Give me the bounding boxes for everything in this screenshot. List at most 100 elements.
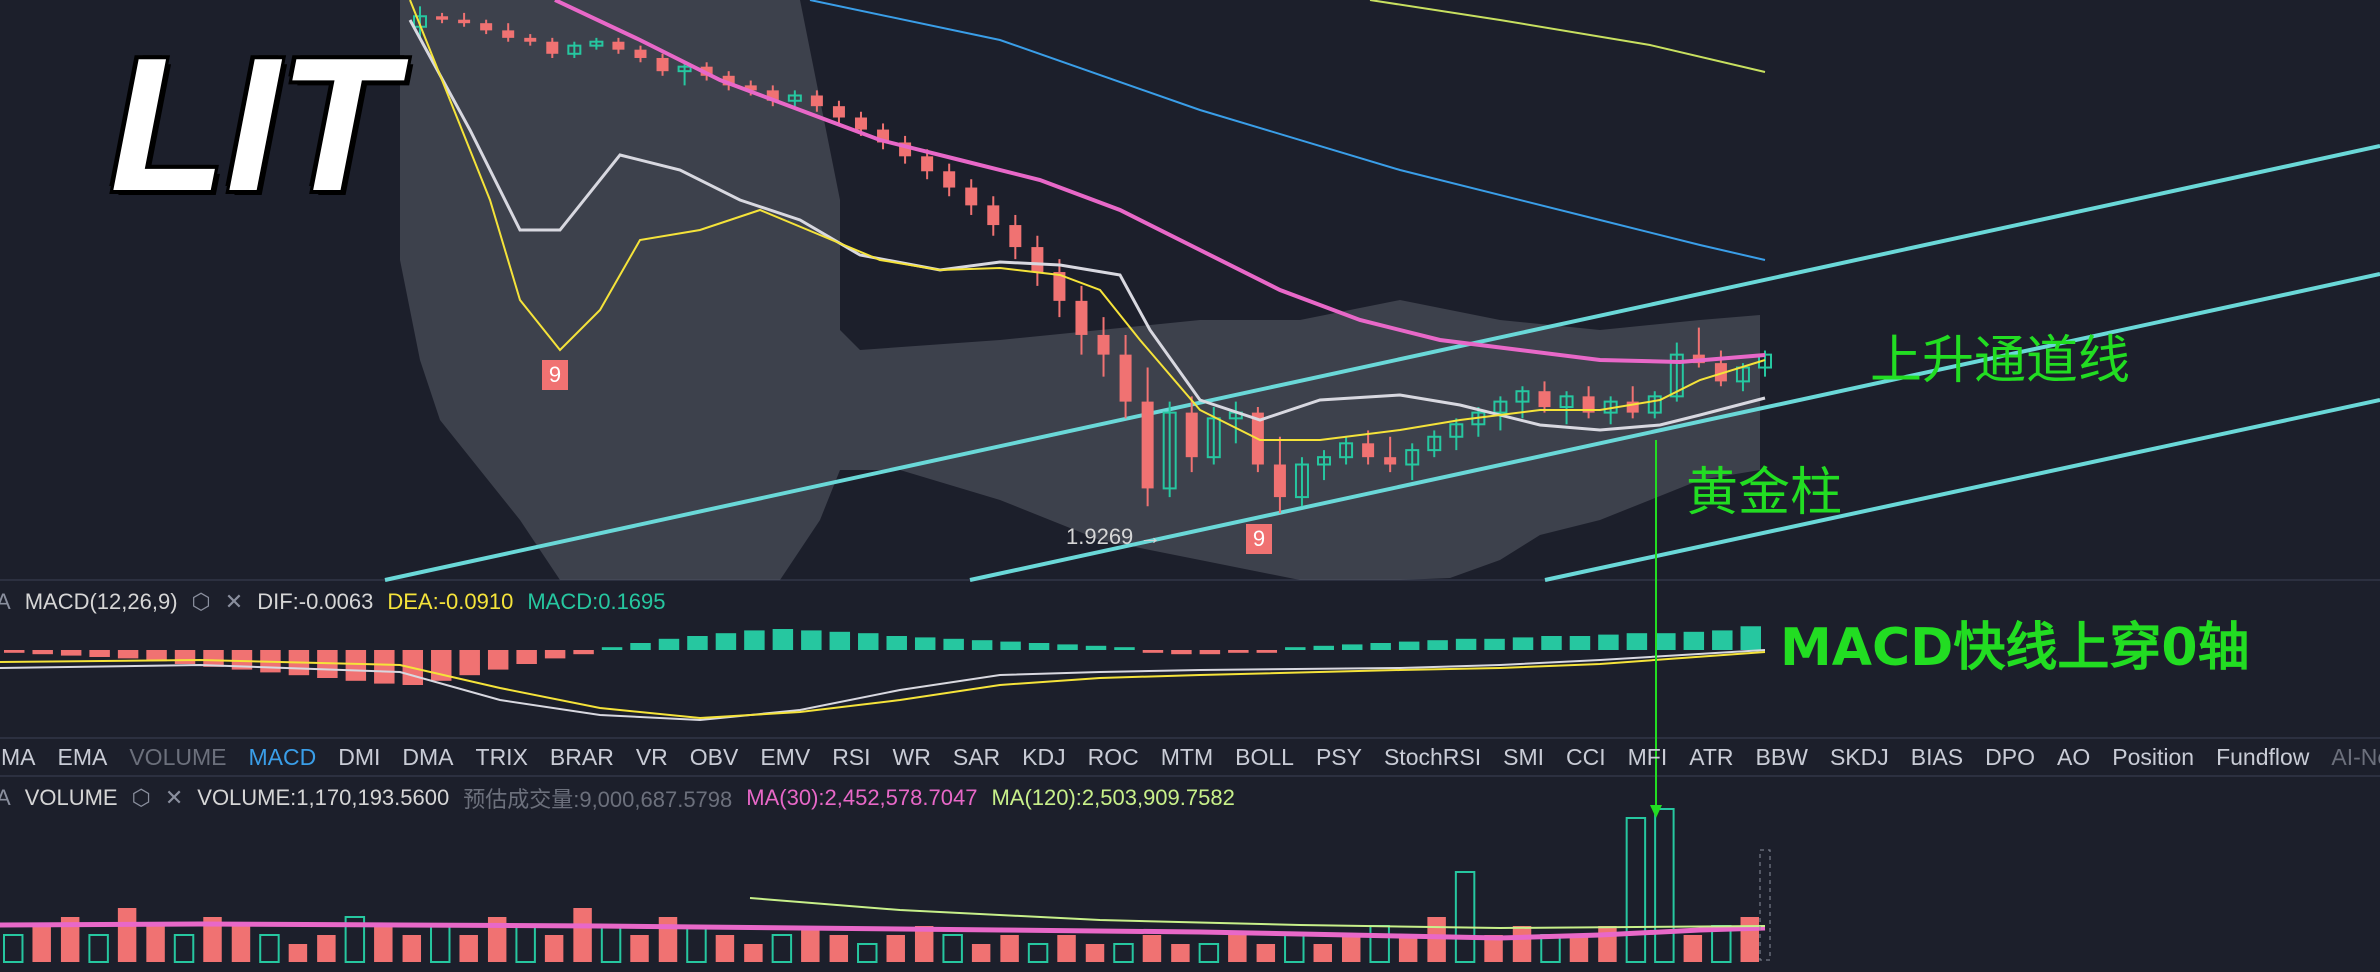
indicator-tab[interactable]: Fundflow [2216,743,2310,770]
macd-bar [715,633,737,650]
candle-body [1493,400,1508,414]
macd-bar [829,631,851,650]
indicator-tab[interactable]: DMI [338,743,381,770]
volume-ma120-line [749,897,1766,930]
indicator-tabs: MA EMA VOLUME MACD DMI DMA TRIX BRAR VR OBV EMV RSI… [0,740,2380,774]
macd-dif: DIF:-0.0063 [257,589,374,614]
candle-body [656,57,669,72]
candle-body [677,65,692,73]
ma-lime-line [1369,0,1766,73]
indicator-tab[interactable]: MTM [1160,743,1214,770]
indicator-tab[interactable]: MACD [248,743,317,770]
indicator-tab[interactable]: BIAS [1910,743,1964,770]
macd-bar [1626,633,1648,650]
indicator-tab[interactable]: RSI [832,743,871,770]
volume-bar [1427,917,1446,962]
volume-bar [1398,935,1418,962]
indicator-tab[interactable]: MFI [1627,743,1668,770]
candle-body [502,30,515,38]
volume-bar [573,908,592,962]
nine-label: 9 [1246,524,1272,554]
volume-bar [374,926,393,962]
macd-dif-line [0,649,1766,722]
candle-body [832,106,845,118]
macd-bar [1740,626,1761,650]
volume-bar [173,934,195,963]
candle-body [921,156,934,172]
indicator-tab[interactable]: AO [2057,743,2091,770]
volume-bar [1683,935,1703,962]
volume-bar [1198,943,1220,963]
indicator-tab[interactable]: BBW [1755,743,1808,770]
candle-body [1339,442,1354,459]
volume-bar [1142,935,1162,962]
candle-body [589,40,604,47]
macd-bar [1000,641,1021,650]
macd-name: MACD(12,26,9) [24,589,178,614]
indicator-tab[interactable]: Position [2112,743,2195,770]
candle-body [1714,363,1727,382]
macd-bar [459,650,480,676]
volume-bar [1654,808,1675,963]
macd-bar [886,636,907,650]
macd-bar [1712,630,1733,650]
indicator-tab[interactable]: BRAR [549,743,614,770]
indicator-tab[interactable]: ROC [1087,743,1139,770]
volume-bar [117,908,137,962]
settings-icon[interactable]: ⬡ [191,589,211,614]
indicator-tab[interactable]: ATR [1689,743,1734,770]
indicator-tab[interactable]: CCI [1566,743,1606,770]
macd-bar [1285,647,1306,650]
macd-bar [772,629,794,650]
macd-bar [1683,631,1705,650]
candle-body [612,41,625,50]
volume-bar [88,934,109,963]
indicator-tab[interactable]: OBV [689,743,739,770]
indicator-tab[interactable]: DMA [402,743,454,770]
ma-yellow-line [409,0,1766,441]
indicator-tab[interactable]: EMA [57,743,108,770]
volume-bar [1228,935,1247,962]
settings-icon[interactable]: ⬡ [131,785,151,810]
volume-bar [658,917,678,962]
macd-bar [1398,641,1420,650]
candle-body [1162,411,1177,490]
indicator-tab[interactable]: SAR [952,743,1001,770]
macd-bar [914,637,936,650]
macd-bar [345,650,367,681]
candle-body [766,90,779,101]
volume-bar [3,934,24,963]
indicator-tab[interactable]: WR [892,743,931,770]
volume-value: VOLUME:1,170,193.5600 [197,785,450,810]
volume-ma30: MA(30):2,452,578.7047 [746,785,978,810]
macd-bar [1427,640,1448,650]
indicator-tab[interactable]: VOLUME [129,743,227,770]
macd-bar [1569,636,1591,650]
indicator-tab[interactable]: DPO [1985,743,2035,770]
candle-body [1294,463,1309,499]
indicator-tab[interactable]: AI-NetVOL [2331,743,2380,770]
volume-bar [487,917,507,962]
macd-cross-annotation: MACD快线上穿0轴 [1780,618,2250,678]
candle-body [480,23,493,31]
indicator-tab[interactable]: VR [635,743,668,770]
ma-pink-line [554,0,1766,365]
indicator-tab[interactable]: SMI [1503,743,1545,770]
close-icon[interactable]: ✕ [224,589,244,614]
indicator-tab[interactable]: MA [1,743,36,770]
macd-bar [1512,637,1534,650]
indicator-tab[interactable]: EMV [760,743,811,770]
indicator-tab[interactable]: SKDJ [1829,743,1889,770]
indicator-tab[interactable]: StochRSI [1383,743,1482,770]
macd-bar [1228,650,1249,653]
macd-bar [1114,647,1135,650]
close-icon[interactable]: ✕ [164,785,184,810]
indicator-tab[interactable]: PSY [1315,743,1362,770]
indicator-tab[interactable]: BOLL [1235,743,1294,770]
volume-bar [971,944,991,962]
volume-bar [942,934,963,963]
indicator-tab[interactable]: TRIX [475,743,528,770]
volume-bar [1085,944,1105,962]
indicator-tab[interactable]: KDJ [1022,743,1066,770]
candle-body [1009,225,1022,248]
